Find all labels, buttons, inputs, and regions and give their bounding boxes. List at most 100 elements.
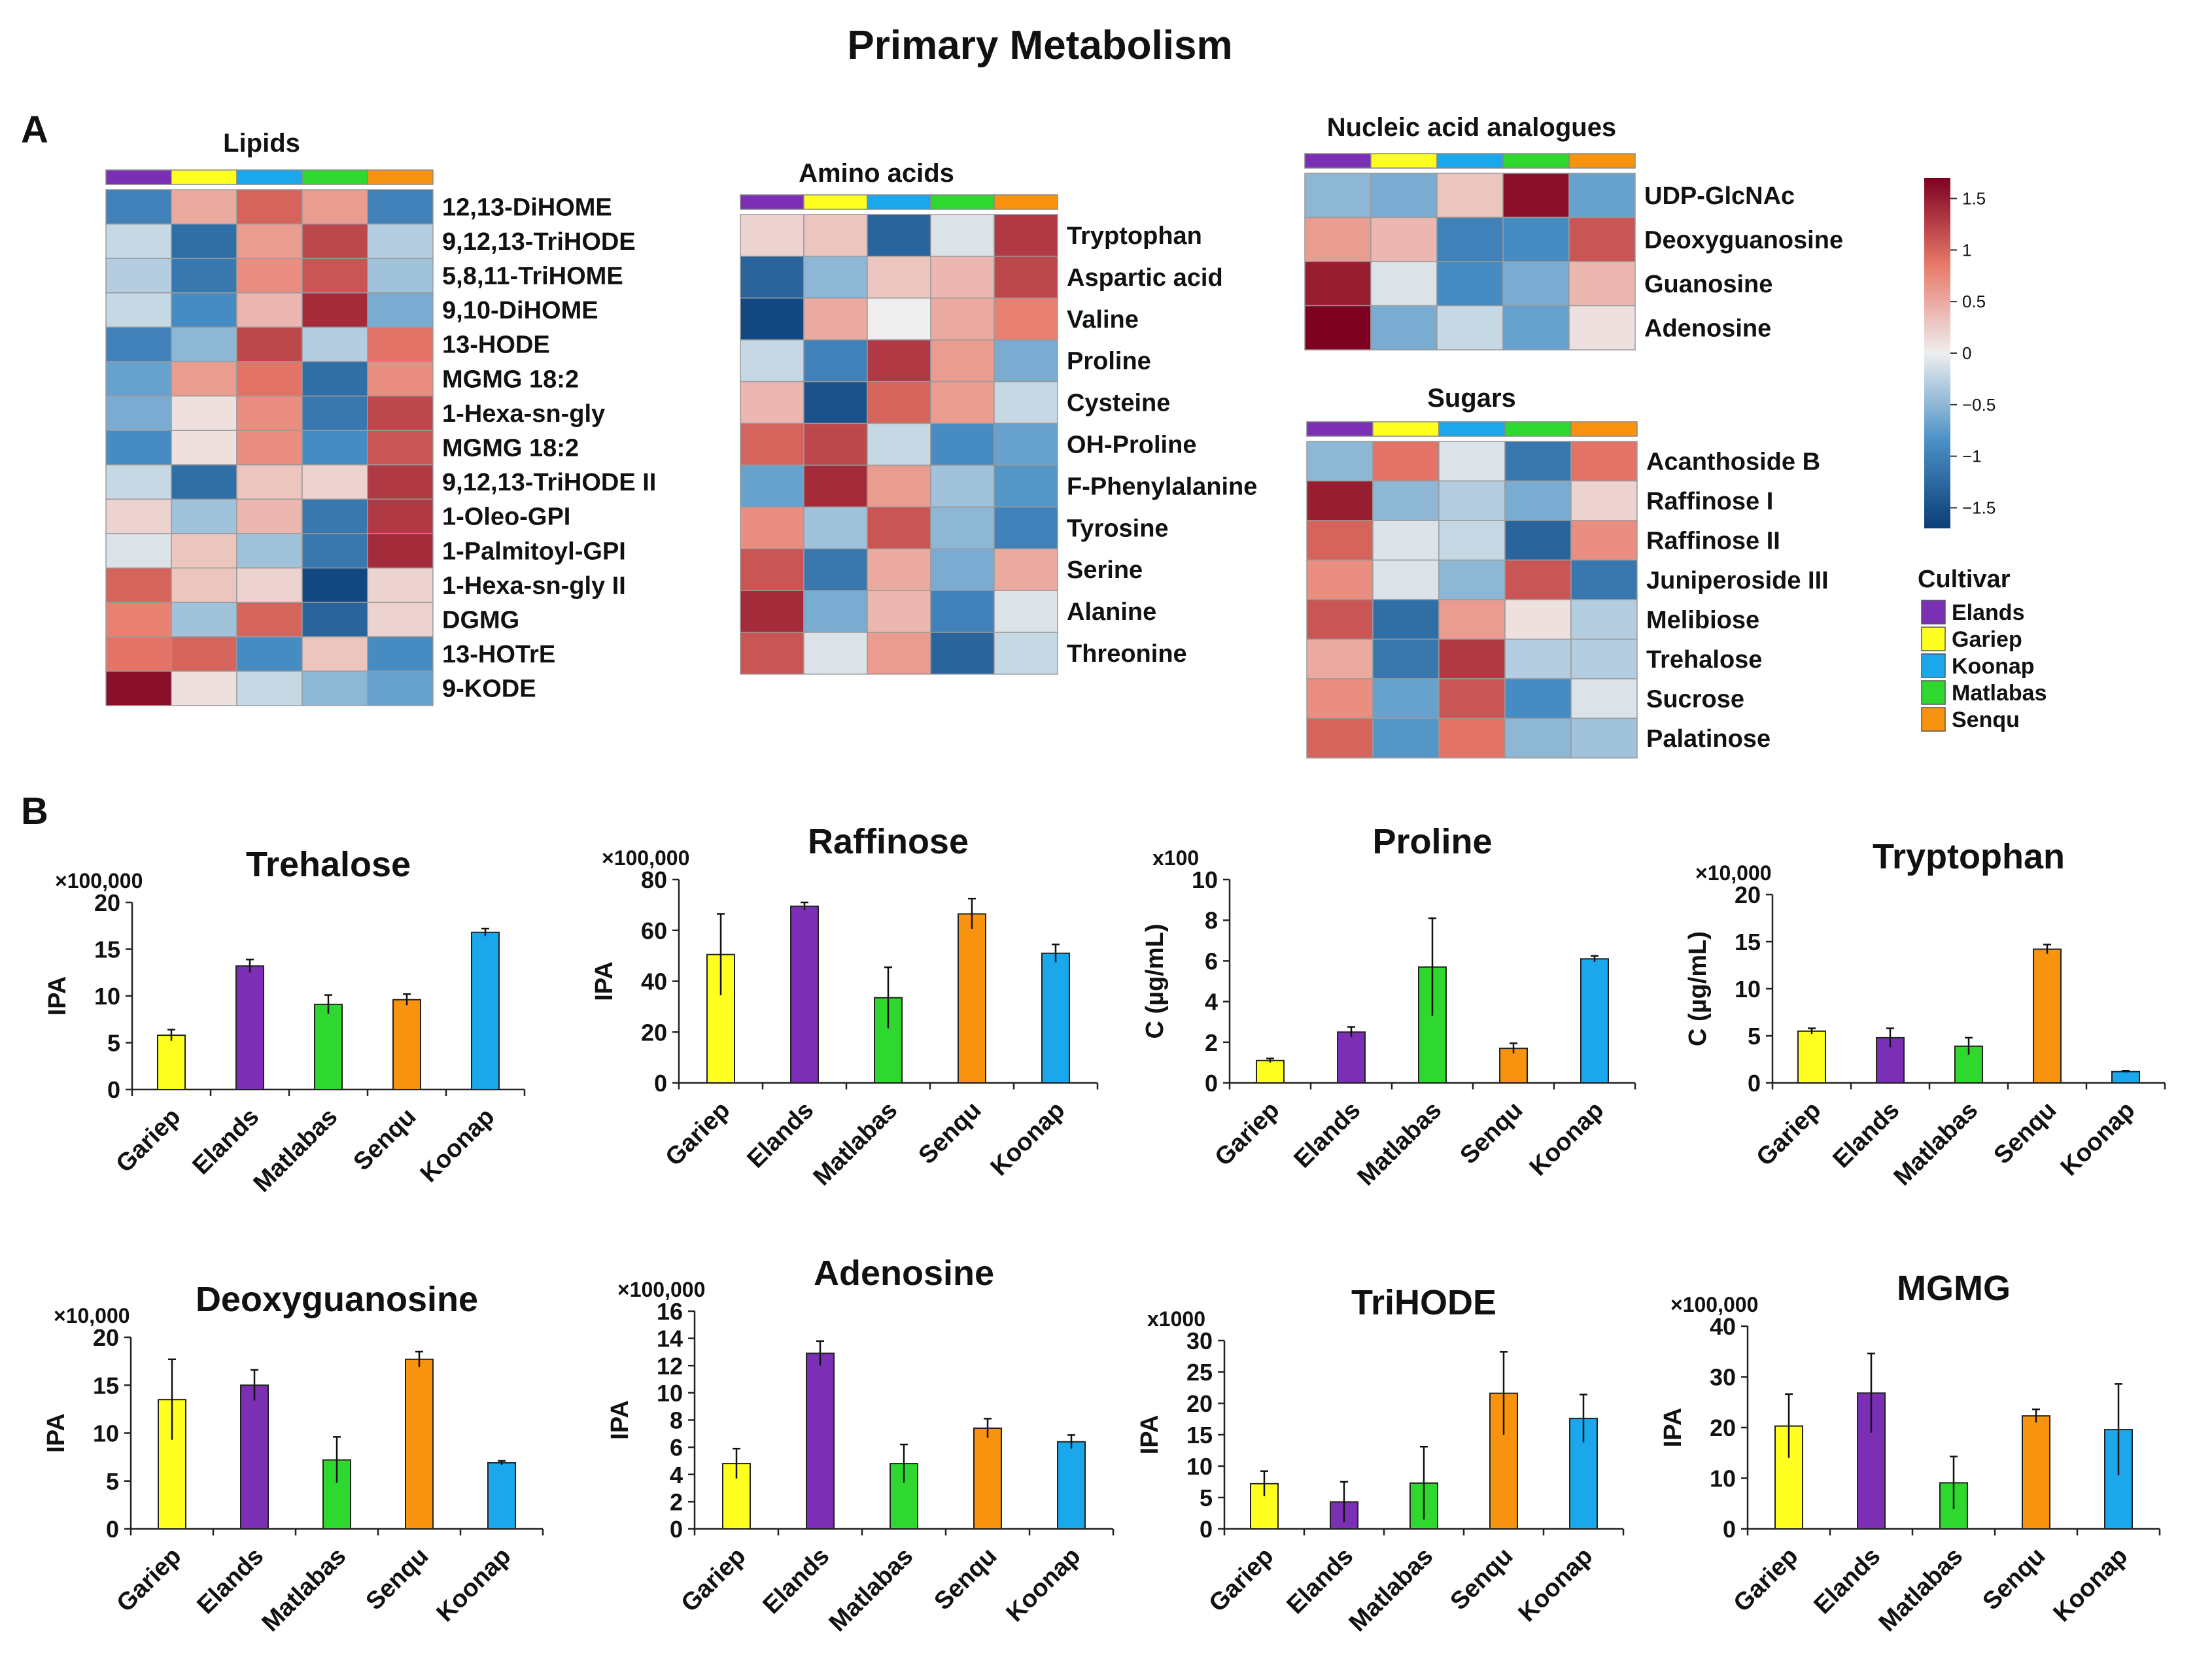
heatmap-row-label: Threonine xyxy=(1067,640,1187,668)
heatmap-cell xyxy=(367,430,434,466)
legend-label: Gariep xyxy=(1952,627,2022,652)
heatmap-cell xyxy=(867,381,931,424)
heatmap-cell xyxy=(994,590,1058,633)
y-tick-label: 8 xyxy=(1205,907,1218,934)
heatmap-cell xyxy=(105,361,172,397)
heatmap-cell xyxy=(994,214,1058,257)
heatmap-row-label: 1-Oleo-GPI xyxy=(442,504,570,531)
axis-multiplier: ×100,000 xyxy=(55,869,143,893)
y-tick-label: 10 xyxy=(93,1420,119,1447)
axis-multiplier: ×10,000 xyxy=(54,1304,130,1327)
y-tick-label: 15 xyxy=(94,936,120,963)
heatmap-cell xyxy=(1438,638,1506,679)
y-tick-label: 80 xyxy=(641,866,667,893)
bar-koonap xyxy=(1580,958,1609,1084)
color-key-tick-label: 1.5 xyxy=(1962,189,1986,209)
y-tick-label: 2 xyxy=(1205,1029,1218,1056)
heatmap-cell xyxy=(740,590,804,633)
heatmap-cell xyxy=(236,498,303,534)
heatmap-cell xyxy=(105,292,172,328)
heatmap-cell xyxy=(867,298,931,341)
bar-senqu xyxy=(973,1427,1002,1530)
heatmap-cell xyxy=(171,636,237,672)
heatmap-cell xyxy=(236,670,303,706)
heatmap-cell xyxy=(302,533,368,569)
heatmap-cell xyxy=(1372,678,1440,719)
x-tick-label: Elands xyxy=(192,1543,269,1620)
legend-title: Cultivar xyxy=(1918,566,2011,593)
heatmap-cell xyxy=(1570,678,1638,719)
heatmap-row-label: 9,12,13-TriHODE II xyxy=(442,469,656,496)
heatmap-cell xyxy=(171,498,237,534)
heatmap-cell xyxy=(1568,173,1636,218)
x-tick-label: Elands xyxy=(742,1097,820,1174)
y-tick-label: 0 xyxy=(107,1076,120,1103)
heatmap-cell xyxy=(302,395,368,431)
heatmap-row-label: Proline xyxy=(1067,348,1151,375)
heatmap-cell xyxy=(302,602,368,638)
legend-label: Koonap xyxy=(1952,654,2035,679)
color-key: 1.5 1 0.5 0 −0.5 −1 −1.5 xyxy=(1924,178,1996,528)
heatmap-row-label: Raffinose I xyxy=(1646,488,1773,515)
heatmap-cell xyxy=(740,632,804,675)
y-tick-label: 15 xyxy=(1186,1422,1213,1448)
heatmap-cell xyxy=(740,464,804,508)
y-tick-label: 0 xyxy=(1748,1070,1761,1097)
heatmap-cell xyxy=(1372,520,1440,561)
heatmap-cell xyxy=(105,533,172,569)
heatmap-cell xyxy=(1570,599,1638,640)
heatmap-cell xyxy=(1438,678,1506,719)
heatmap-cell xyxy=(171,292,237,328)
heatmap-cell xyxy=(302,189,368,225)
heatmap-cell xyxy=(1372,441,1440,482)
y-tick-label: 10 xyxy=(1192,866,1218,893)
heatmap-cell xyxy=(367,258,434,294)
heatmap-cell xyxy=(994,256,1058,299)
heatmap-cell xyxy=(367,223,434,259)
heatmap-cell xyxy=(1306,441,1374,482)
heatmap-cell xyxy=(1306,480,1374,521)
heatmap-cell xyxy=(105,602,172,638)
heatmap-cell xyxy=(803,256,868,299)
heatmap-cell xyxy=(236,326,303,362)
heatmap-cell xyxy=(867,339,931,383)
heatmap-row-label: Melibiose xyxy=(1646,606,1759,634)
heatmap-cell xyxy=(171,395,237,431)
heatmap-cell xyxy=(1504,638,1572,679)
heatmap-cell xyxy=(867,256,931,299)
cultivar-bar-matlabas xyxy=(1502,153,1570,169)
heatmap-row-label: Adenosine xyxy=(1644,315,1771,342)
heatmap-row-label: MGMG 18:2 xyxy=(442,435,579,462)
x-tick-label: Koonap xyxy=(2048,1543,2134,1628)
heatmap-cell xyxy=(867,422,931,466)
heatmap-cell xyxy=(1504,717,1572,759)
color-key-tick-label: 1 xyxy=(1962,240,1971,260)
heatmap-cell xyxy=(171,430,237,466)
x-tick-label: Elands xyxy=(1282,1543,1359,1620)
y-axis-label: C (µg/mL) xyxy=(1141,924,1169,1039)
heatmap-cell xyxy=(1306,678,1374,719)
color-key-tick-label: −0.5 xyxy=(1962,395,1996,415)
heatmap-cell xyxy=(105,395,172,431)
heatmap-row-label: Raffinose II xyxy=(1646,527,1780,555)
heatmap-cell xyxy=(1570,480,1638,521)
bar-gariep xyxy=(1256,1059,1285,1084)
heatmap-row-label: Aspartic acid xyxy=(1067,264,1223,292)
bar-elands xyxy=(1337,1031,1366,1084)
cultivar-bar-gariep xyxy=(803,194,868,210)
y-tick-label: 10 xyxy=(657,1380,683,1407)
heatmap-cell xyxy=(171,361,237,397)
heatmap-cell xyxy=(1370,305,1438,351)
heatmap-cell xyxy=(803,590,868,633)
heatmap-nucleic_acid_analogues: Nucleic acid analogues UDP-GlcNAc Deoxygua… xyxy=(1304,113,1843,351)
heatmap-cell xyxy=(867,506,931,549)
axis-multiplier: ×10,000 xyxy=(1695,861,1772,885)
x-tick-label: Koonap xyxy=(2056,1097,2141,1182)
y-tick-label: 14 xyxy=(657,1326,683,1352)
y-tick-label: 0 xyxy=(1205,1070,1218,1097)
heatmap-cell xyxy=(367,292,434,328)
heatmap-cell xyxy=(1502,173,1570,218)
